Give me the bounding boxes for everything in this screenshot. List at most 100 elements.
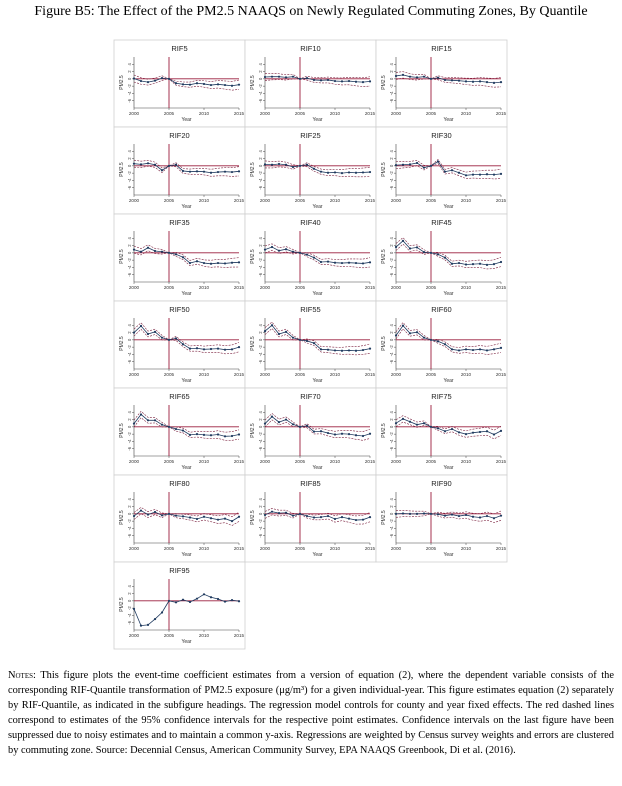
x-tick-label: 2015 (496, 459, 507, 464)
y-tick-label: 0 (258, 338, 263, 341)
data-point (223, 83, 227, 87)
x-tick-label: 2010 (330, 198, 341, 203)
series-line (133, 413, 240, 437)
data-point (305, 77, 309, 80)
y-tick-label: 2 (258, 244, 263, 247)
y-tick-label: 2 (127, 418, 132, 421)
x-tick-label: 2005 (164, 633, 175, 638)
data-point (408, 163, 412, 166)
data-point (401, 73, 405, 76)
y-tick-label: -6 (389, 185, 394, 189)
y-tick-label: -6 (127, 185, 132, 189)
data-point (492, 348, 496, 351)
data-point (230, 84, 234, 87)
y-tick-label: -4 (258, 265, 263, 269)
data-point (305, 253, 309, 256)
x-axis-label: Year (443, 117, 453, 123)
data-point (298, 251, 302, 254)
x-tick-label: 2015 (234, 459, 245, 464)
data-point (361, 262, 365, 265)
x-tick-label: 2015 (234, 198, 245, 203)
ci-upper-line (264, 160, 371, 171)
data-point (139, 79, 143, 83)
data-point (167, 425, 171, 428)
subplot-rif15: RIF15 -6 -4 -2 0 2 4 2000 2005 2010 2015 PM2.5 Year (375, 39, 508, 128)
x-tick-label: 2005 (426, 285, 437, 290)
subplot-border (113, 561, 246, 650)
ci-lower-line (264, 328, 371, 356)
data-point (450, 169, 454, 172)
x-tick-label: 2000 (129, 372, 140, 377)
x-tick-label: 2000 (391, 285, 402, 290)
data-point (492, 173, 496, 176)
data-point (340, 261, 344, 265)
data-point (188, 261, 192, 265)
y-tick-label: -4 (127, 352, 132, 356)
data-point (277, 332, 281, 336)
data-point (457, 431, 461, 434)
data-point (464, 513, 468, 517)
x-tick-label: 2010 (199, 459, 210, 464)
y-tick-label: 4 (389, 149, 394, 152)
data-point (443, 256, 447, 259)
data-point (333, 261, 337, 264)
data-point (485, 173, 489, 176)
y-tick-label: 2 (389, 418, 394, 421)
y-tick-label: -2 (389, 171, 394, 175)
subplot-rif95: RIF95 -6 -4 -2 0 2 4 2000 2005 2010 2015 PM2.5 Year (113, 561, 246, 650)
y-tick-label: 2 (258, 331, 263, 334)
y-tick-label: -4 (389, 91, 394, 95)
data-point (298, 77, 302, 80)
data-point (368, 347, 372, 350)
data-point (492, 81, 496, 84)
data-point (333, 433, 337, 436)
y-axis-label: PM2.5 (119, 336, 125, 351)
data-point (160, 423, 164, 426)
data-point (132, 514, 136, 518)
ci-lower-line (264, 165, 371, 178)
y-tick-label: -4 (127, 526, 132, 530)
data-point (263, 513, 267, 517)
subplot-title: RIF60 (431, 305, 451, 314)
data-point (202, 593, 206, 596)
data-point (284, 163, 288, 166)
data-point (478, 262, 482, 265)
data-point (368, 516, 372, 519)
x-tick-label: 2005 (426, 198, 437, 203)
subplot-rif70: RIF70 -6 -4 -2 0 2 4 2000 2005 2010 2015 PM2.5 Year (244, 387, 377, 476)
y-tick-label: -4 (258, 526, 263, 530)
data-point (354, 349, 358, 352)
series-line (395, 160, 502, 176)
data-point (167, 338, 171, 341)
data-point (216, 83, 220, 86)
y-tick-label: -2 (127, 171, 132, 175)
series-line (133, 77, 240, 87)
y-tick-label: -2 (127, 519, 132, 523)
ci-upper-line (395, 158, 502, 173)
data-point (195, 433, 199, 436)
data-point (209, 517, 213, 520)
x-axis-label: Year (181, 552, 191, 558)
subplot-title: RIF5 (171, 44, 187, 53)
data-point (429, 164, 433, 167)
subplot-rif5: RIF5 -6 -4 -2 0 2 4 2000 2005 2010 2015 PM2.5 Year (113, 39, 246, 128)
y-tick-label: 0 (258, 77, 263, 80)
data-point (167, 599, 171, 602)
data-point (347, 349, 351, 352)
ci-upper-line (133, 322, 240, 347)
y-tick-label: 4 (127, 584, 132, 587)
data-point (132, 331, 136, 334)
x-tick-label: 2015 (496, 285, 507, 290)
ci-upper-line (395, 71, 502, 80)
data-point (202, 515, 206, 518)
subplot-title: RIF10 (300, 44, 320, 53)
x-tick-label: 2000 (129, 198, 140, 203)
data-point (270, 415, 274, 418)
y-tick-label: -2 (389, 432, 394, 436)
subplot-title: RIF50 (169, 305, 189, 314)
y-tick-label: -6 (389, 533, 394, 537)
data-point (139, 413, 143, 416)
data-point (436, 340, 440, 343)
data-point (354, 80, 358, 83)
subplot-border (244, 213, 377, 302)
